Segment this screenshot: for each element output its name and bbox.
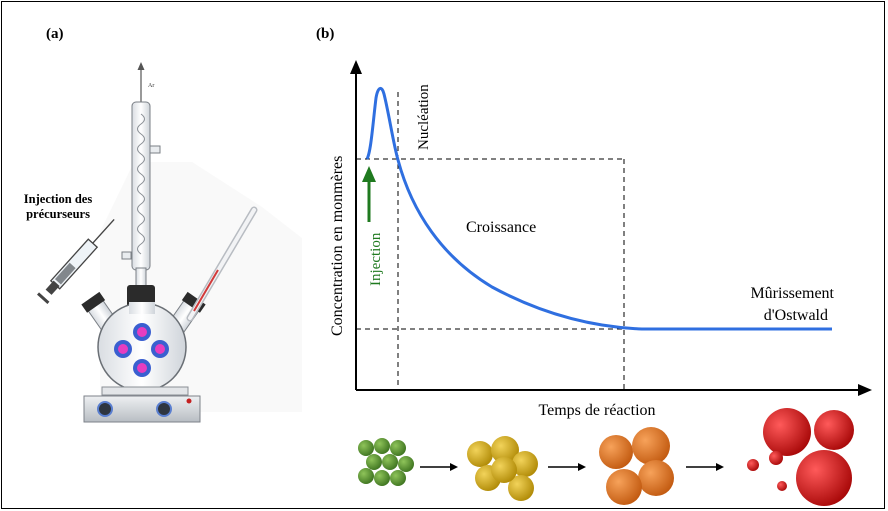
hot-plate-knob-left: [97, 401, 113, 417]
thermometer: [186, 206, 258, 322]
murissement-label-line1: Mûrissement: [750, 285, 834, 302]
round-bottom-flask: [97, 302, 187, 392]
panel-a-label: (a): [46, 26, 64, 42]
guide-lines: [356, 92, 642, 390]
particles-stage-nuclei: [358, 438, 414, 486]
axes: [350, 60, 872, 396]
particles-stage-ostwald: [747, 408, 854, 506]
synthesis-apparatus: Ar: [37, 62, 302, 423]
nucleation-label: Nucléation: [416, 84, 432, 150]
hot-plate-indicator: [186, 398, 192, 404]
hot-plate: [83, 386, 201, 423]
arrow-3: [686, 463, 724, 471]
particles-stage-growth-small: [467, 436, 538, 501]
y-axis-label: Concentration en monmères: [329, 156, 346, 336]
panel-b-label: (b): [316, 26, 335, 42]
hot-plate-knob-right: [156, 401, 172, 417]
x-axis-label: Temps de réaction: [538, 402, 655, 419]
injection-arrow: [362, 166, 376, 222]
injection-label-line2: précurseurs: [26, 207, 90, 221]
injection-label: Injection des précurseurs: [6, 192, 110, 222]
arrow-1: [420, 463, 458, 471]
murissement-label-line2: d'Ostwald: [764, 307, 828, 324]
gas-label: Ar: [148, 83, 154, 89]
particles-stage-growth-large: [599, 427, 674, 505]
concentration-curve: [365, 87, 832, 331]
arrow-2: [548, 463, 586, 471]
croissance-label: Croissance: [466, 219, 536, 236]
injection-label: Injection: [368, 232, 384, 286]
injection-label-line1: Injection des: [23, 192, 93, 206]
condenser: [121, 101, 161, 287]
syringe: [37, 218, 115, 304]
flask-particles: [114, 323, 169, 377]
gas-outlet-arrow: [137, 62, 145, 102]
